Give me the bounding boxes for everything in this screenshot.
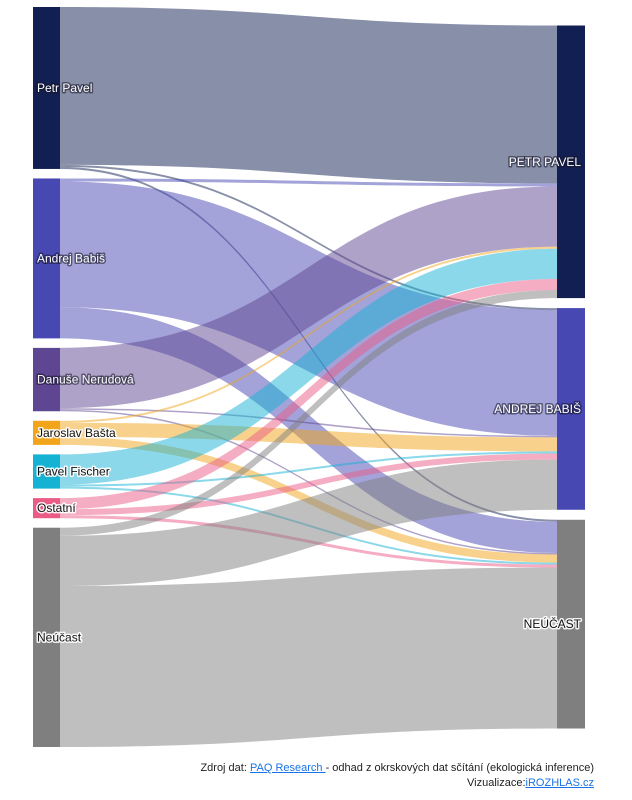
target-label-t_pavel: PETR PAVEL <box>509 155 582 169</box>
target-node-t_babis[interactable] <box>557 308 585 510</box>
link-nerudova-to-t_pavel[interactable] <box>60 186 557 409</box>
sankey-nodes <box>33 7 585 747</box>
sankey-labels: Petr Pavel Andrej Babiš Danuše Nerudová Jar… <box>36 79 584 645</box>
source-node-nerudova[interactable] <box>33 347 60 412</box>
source-label-babis: Andrej Babiš <box>37 251 105 265</box>
source-node-basta[interactable] <box>33 420 60 445</box>
source-node-babis[interactable] <box>33 178 60 339</box>
source-line: Zdroj dat: PAQ Research - odhad z okrsko… <box>200 761 594 776</box>
sankey-links <box>60 7 557 747</box>
source-node-ostatni[interactable] <box>33 498 60 519</box>
link-fischer-to-t_babis[interactable] <box>60 451 557 487</box>
link-neucast-to-t_neucast[interactable] <box>60 567 557 747</box>
target-node-t_pavel[interactable] <box>557 25 585 299</box>
link-neucast-to-t_pavel[interactable] <box>60 290 557 536</box>
link-neucast-to-t_babis[interactable] <box>60 459 557 587</box>
source-label-fischer: Pavel Fischer <box>37 464 110 478</box>
source-label-basta: Jaroslav Bašta <box>37 426 116 440</box>
viz-prefix: Vizualizace: <box>467 777 526 789</box>
target-label-t_neucast: NEÚČAST <box>524 616 582 631</box>
link-nerudova-to-t_babis[interactable] <box>60 408 557 438</box>
link-basta-to-t_pavel[interactable] <box>60 246 557 423</box>
source-node-pavel[interactable] <box>33 7 60 169</box>
source-node-fischer[interactable] <box>33 454 60 489</box>
link-ostatni-to-t_babis[interactable] <box>60 453 557 516</box>
source-label-pavel: Petr Pavel <box>37 81 92 95</box>
link-fischer-to-t_pavel[interactable] <box>60 248 557 485</box>
target-label-t_babis: ANDREJ BABIŠ <box>494 401 581 416</box>
link-pavel-to-t_pavel[interactable] <box>60 7 557 184</box>
link-basta-to-t_babis[interactable] <box>60 422 557 452</box>
source-node-neucast[interactable] <box>33 527 60 747</box>
visualization-line: Vizualizace:iROZHLAS.cz <box>200 776 594 791</box>
source-prefix: Zdroj dat: <box>200 762 250 774</box>
source-label-nerudova: Danuše Nerudová <box>37 373 134 387</box>
sankey-diagram: Petr Pavel Andrej Babiš Danuše Nerudová Jar… <box>33 7 585 747</box>
source-suffix: - odhad z okrskových dat sčítání (ekolog… <box>325 762 594 774</box>
irozhlas-link[interactable]: iROZHLAS.cz <box>525 777 594 789</box>
link-pavel-to-t_babis[interactable] <box>60 164 557 311</box>
source-label-neucast: Neúčast <box>37 630 82 644</box>
target-node-t_neucast[interactable] <box>557 519 585 729</box>
source-label-ostatni: Ostatní <box>37 501 76 515</box>
link-ostatni-to-t_pavel[interactable] <box>60 278 557 510</box>
source-footer: Zdroj dat: PAQ Research - odhad z okrsko… <box>200 761 594 791</box>
link-babis-to-t_pavel[interactable] <box>60 178 557 187</box>
paq-research-link[interactable]: PAQ Research <box>249 762 326 774</box>
